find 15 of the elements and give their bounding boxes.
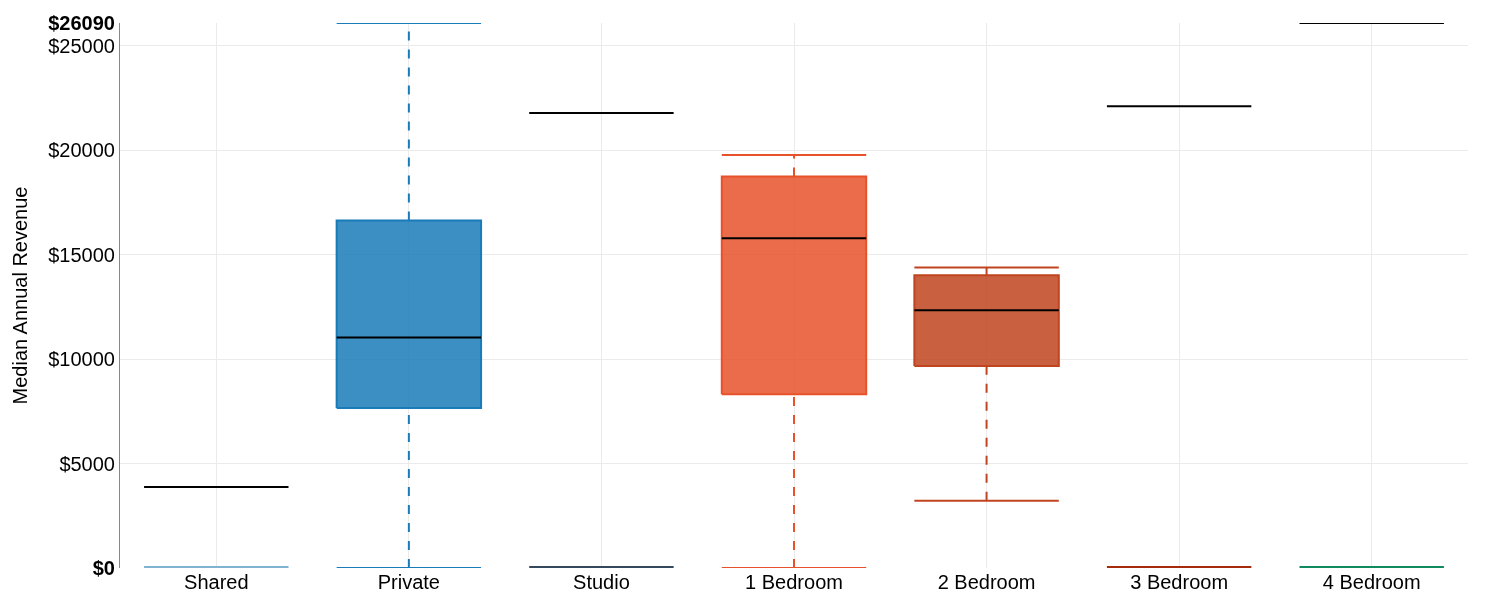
y-tick-label: $25000 <box>48 34 115 57</box>
x-tick-label: Studio <box>573 571 630 593</box>
x-tick-label: 3 Bedroom <box>1130 571 1229 593</box>
y-tick-label: $15000 <box>48 243 115 266</box>
x-tick-label: 1 Bedroom <box>745 571 843 593</box>
x-tick-label: 2 Bedroom <box>937 571 1036 593</box>
y-tick-label: $0 <box>92 557 115 579</box>
y-tick-label: $26090 <box>48 12 115 34</box>
y-tick-label: $20000 <box>48 139 115 162</box>
x-tick-label: Shared <box>184 571 249 593</box>
y-axis-title: Median Annual Revenue <box>8 186 31 405</box>
x-tick-label: 4 Bedroom <box>1322 571 1421 593</box>
y-tick-label: $10000 <box>48 348 115 371</box>
x-tick-label: Private <box>377 571 440 593</box>
y-tick-label: $5000 <box>59 452 115 475</box>
